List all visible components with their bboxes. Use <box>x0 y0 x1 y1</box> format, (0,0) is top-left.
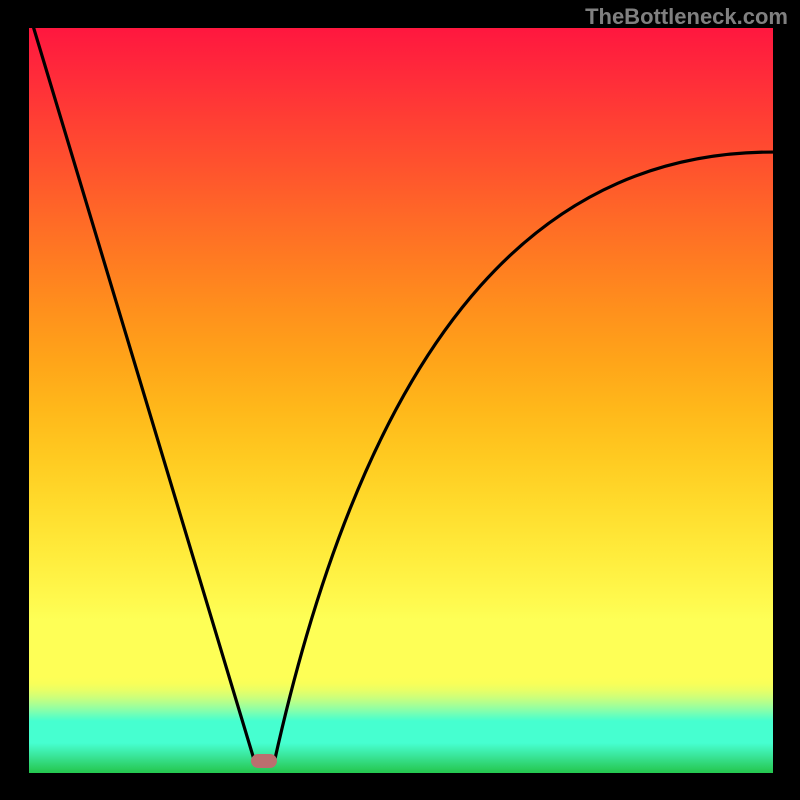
watermark-text: TheBottleneck.com <box>585 4 788 30</box>
bottleneck-curve <box>34 28 773 761</box>
optimum-marker <box>251 754 277 768</box>
curve-svg <box>29 28 773 773</box>
plot-area <box>29 28 773 773</box>
